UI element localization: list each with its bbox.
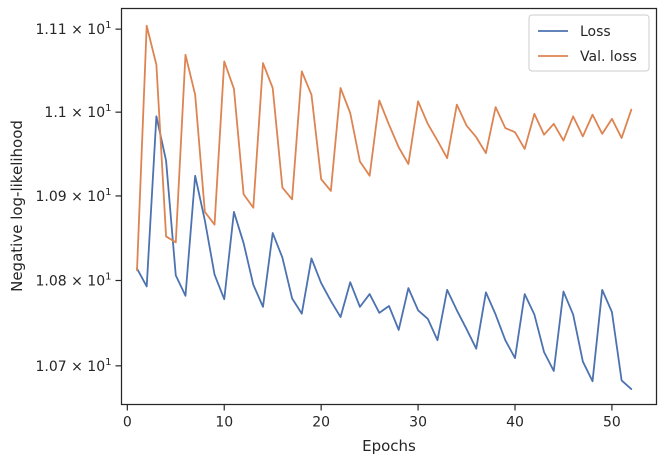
y-tick-label: 1.11 × 101 [36, 20, 112, 38]
x-tick-label: 0 [123, 415, 132, 431]
y-tick-label: 1.09 × 101 [36, 187, 112, 205]
x-tick-label: 50 [603, 415, 621, 431]
y-axis-label: Negative log-likelihood [8, 120, 26, 292]
series-line-loss [136, 115, 633, 390]
series-layer [136, 24, 633, 390]
x-tick-label: 10 [215, 415, 233, 431]
x-tick-label: 20 [312, 415, 330, 431]
legend-box [528, 14, 650, 72]
y-tick-label: 1.07 × 101 [36, 357, 112, 375]
x-axis-ticks: 0 10 20 30 40 50 [123, 404, 621, 431]
y-tick-label: 1.1 × 101 [44, 103, 111, 121]
axes-frame [120, 7, 658, 406]
y-tick-label: 1.08 × 101 [36, 271, 112, 289]
y-axis-ticks: 1.07 × 101 1.08 × 101 1.09 × 101 1.1 × 101 1… [36, 20, 122, 375]
x-tick-label: 30 [409, 415, 427, 431]
legend-label-loss: Loss [580, 24, 611, 40]
legend: Loss Val. loss [528, 14, 650, 72]
series-line-val-loss [136, 24, 633, 272]
x-tick-label: 40 [506, 415, 524, 431]
x-axis-label: Epochs [362, 437, 416, 455]
legend-label-val-loss: Val. loss [580, 49, 637, 65]
